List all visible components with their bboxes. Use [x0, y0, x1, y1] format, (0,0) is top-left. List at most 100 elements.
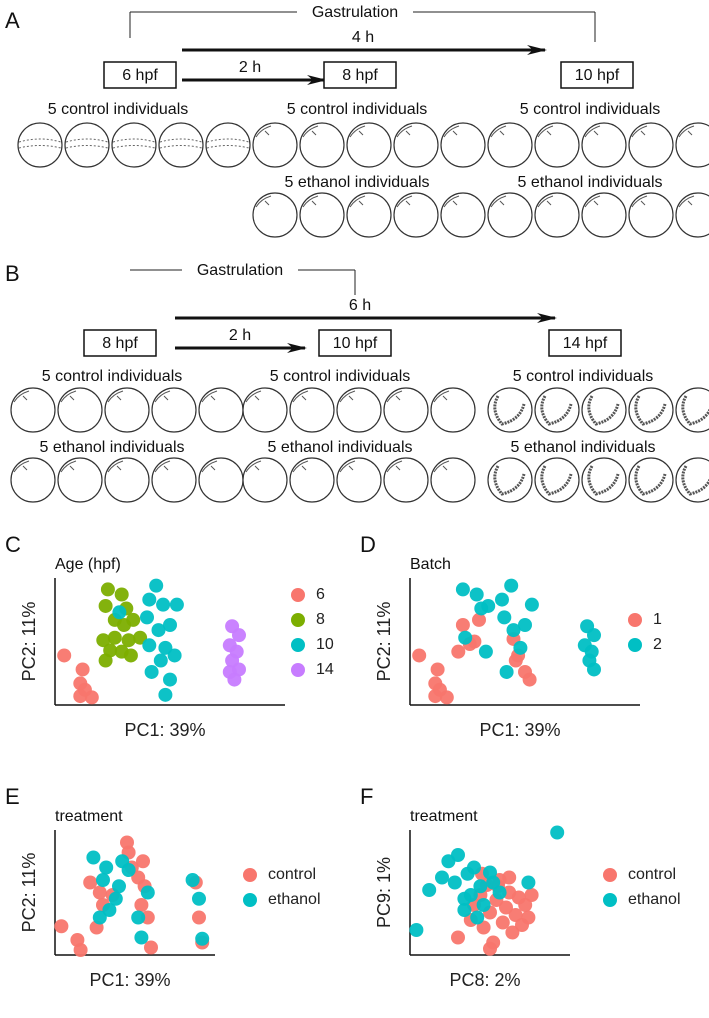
- embryo-outline: [198, 387, 244, 433]
- embryo-outline: [17, 122, 63, 168]
- point: [108, 891, 123, 906]
- embryo-outline: [336, 457, 382, 503]
- embryo-detail: [60, 390, 77, 403]
- embryo-detail: [13, 390, 30, 403]
- arrow-label: 2 h: [239, 59, 261, 76]
- embryo-detail: [537, 125, 554, 138]
- legend-label: 8: [316, 611, 325, 628]
- point: [134, 898, 149, 912]
- point: [107, 630, 122, 645]
- embryo-outline: [151, 457, 197, 503]
- legend-label: 1: [653, 611, 662, 628]
- point: [149, 578, 164, 593]
- legend-swatch: [603, 868, 617, 882]
- point: [163, 617, 177, 632]
- embryo-outline: [430, 457, 476, 503]
- point: [506, 623, 521, 638]
- point: [73, 943, 88, 957]
- point: [92, 910, 107, 925]
- embryo-detail: [396, 125, 413, 138]
- embryo-detail: [631, 125, 648, 138]
- embryo-detail: [493, 465, 526, 496]
- embryo-outline: [57, 457, 103, 503]
- embryo-detail: [587, 395, 620, 426]
- embryo-detail: [154, 390, 171, 403]
- embryo-outline: [581, 457, 627, 503]
- embryo-detail: [587, 465, 620, 496]
- embryo: [534, 192, 580, 238]
- embryo: [17, 122, 63, 168]
- panel-letter: D: [360, 532, 376, 557]
- embryo-detail: [107, 390, 124, 403]
- point: [451, 930, 465, 945]
- embryo-outline: [534, 457, 580, 503]
- x-axis-label: PC8: 2%: [449, 970, 520, 990]
- legend-swatch: [243, 868, 257, 882]
- point: [123, 648, 138, 663]
- embryo: [104, 387, 150, 433]
- panel-letter: F: [360, 784, 373, 809]
- embryo-outline: [299, 192, 345, 238]
- group-label: 5 control individuals: [48, 101, 189, 118]
- point: [92, 885, 107, 900]
- embryo-detail: [386, 390, 403, 403]
- embryo-detail: [18, 138, 62, 149]
- stage-label: 8 hpf: [342, 67, 378, 84]
- embryo: [487, 457, 533, 503]
- chart-title: treatment: [410, 808, 478, 825]
- embryo-outline: [534, 192, 580, 238]
- embryo-detail: [433, 390, 450, 403]
- embryo: [10, 457, 56, 503]
- legend-label: 2: [653, 636, 662, 653]
- embryo-outline: [346, 192, 392, 238]
- embryo-detail: [349, 125, 366, 138]
- embryo-detail: [13, 460, 30, 473]
- point: [153, 653, 168, 668]
- embryo: [487, 387, 533, 433]
- stage-box: [323, 61, 397, 89]
- embryo: [430, 457, 476, 503]
- point: [458, 630, 473, 645]
- point: [142, 592, 157, 607]
- embryo-detail: [302, 125, 319, 138]
- point: [422, 883, 437, 897]
- point: [140, 610, 154, 625]
- embryo-outline: [242, 457, 288, 503]
- point: [140, 885, 155, 900]
- panel-letter: B: [5, 261, 20, 286]
- embryo-outline: [487, 122, 533, 168]
- embryo-detail: [537, 195, 554, 208]
- point: [133, 630, 148, 645]
- group-label: 5 control individuals: [513, 368, 654, 385]
- embryo-detail: [245, 390, 262, 403]
- point: [84, 690, 99, 705]
- embryo-detail: [386, 460, 403, 473]
- point: [144, 664, 159, 679]
- embryo-detail: [634, 395, 667, 426]
- point: [476, 920, 491, 935]
- point: [451, 644, 466, 659]
- point: [486, 875, 501, 890]
- embryo: [581, 192, 627, 238]
- legend-swatch: [291, 613, 305, 627]
- point: [121, 633, 136, 648]
- embryo-outline: [628, 122, 674, 168]
- y-axis-label: PC9: 1%: [374, 857, 394, 928]
- embryo: [299, 122, 345, 168]
- embryo-outline: [430, 387, 476, 433]
- point: [142, 638, 157, 653]
- embryo-outline: [393, 122, 439, 168]
- point: [428, 689, 443, 704]
- embryo-detail: [154, 460, 171, 473]
- embryo: [299, 192, 345, 238]
- point: [73, 689, 88, 704]
- embryo-outline: [675, 122, 709, 168]
- point: [57, 648, 72, 663]
- legend-label: 10: [316, 636, 334, 653]
- arrow-label: 6 h: [349, 297, 371, 314]
- legend-swatch: [291, 638, 305, 652]
- point: [470, 910, 485, 925]
- panel-letter: A: [5, 8, 20, 33]
- point: [457, 891, 472, 906]
